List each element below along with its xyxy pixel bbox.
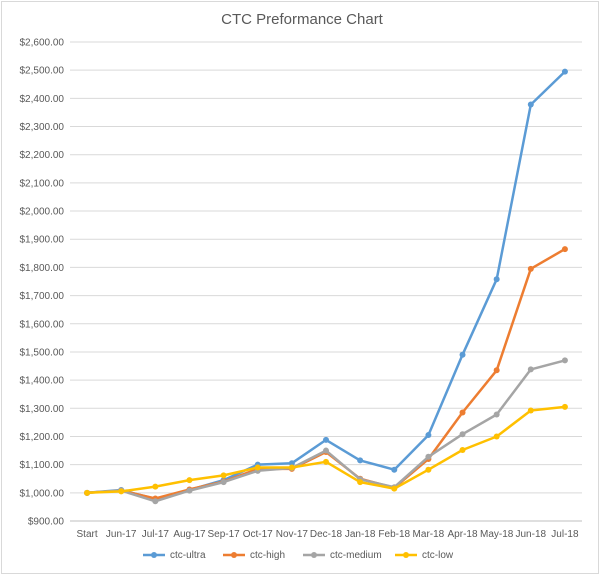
data-point [561,68,568,75]
series-ctc-low [84,403,568,496]
series-line [86,70,566,501]
data-point [459,409,466,416]
data-point [527,265,534,272]
x-tick-label: Jun-18 [516,529,547,540]
series-layer [84,68,568,505]
legend-swatch-marker [311,552,317,558]
data-point [220,479,227,486]
x-tick-label: Mar-18 [413,529,445,540]
legend-item: ctc-medium [303,550,382,561]
data-point [186,487,193,494]
legend-swatch-marker [151,552,157,558]
data-point [323,458,329,465]
data-point [493,433,500,440]
legend-label: ctc-medium [330,550,382,561]
y-tick-label: $1,900.00 [20,235,65,246]
legend-item: ctc-low [395,550,454,561]
data-point [459,351,466,358]
y-tick-label: $1,300.00 [20,404,65,415]
x-tick-label: Jun-17 [106,529,137,540]
x-tick-label: Apr-18 [448,529,478,540]
y-tick-label: $2,200.00 [20,150,65,161]
data-point [493,367,500,374]
data-point [527,101,534,108]
data-point [493,276,500,283]
data-point [288,460,295,467]
x-tick-label: Dec-18 [310,529,343,540]
data-point [561,246,568,253]
data-point [152,483,159,490]
x-tick-label: Nov-17 [276,529,309,540]
data-point [561,403,568,410]
y-tick-label: $2,100.00 [20,178,65,189]
legend-label: ctc-ultra [170,550,206,561]
y-tick-label: $1,400.00 [20,376,65,387]
y-tick-label: $2,500.00 [20,66,65,77]
legend-item: ctc-high [223,550,285,561]
data-point [425,466,432,473]
data-point [323,436,329,443]
y-tick-label: $2,000.00 [20,207,65,218]
series-line [87,359,566,503]
data-point [459,446,466,453]
data-point [220,472,227,479]
legend-label: ctc-high [250,550,285,561]
y-tick-label: $1,000.00 [20,488,65,499]
data-point [425,453,432,460]
x-tick-label: May-18 [480,529,514,540]
data-point [84,489,91,496]
y-tick-label: $1,800.00 [20,263,65,274]
legend: ctc-ultra ctc-high ctc-medium ctc-low [143,550,454,561]
data-point [254,464,261,471]
y-tick-label: $1,500.00 [20,347,65,358]
data-point [561,357,568,364]
data-point [118,488,125,495]
x-tick-label: Jan-18 [345,529,376,540]
y-tick-label: $2,400.00 [20,94,65,105]
x-tick-label: Jul-17 [142,529,170,540]
data-point [288,464,295,471]
legend-swatch-marker [231,552,237,558]
series-ctc-medium [84,357,568,505]
legend-label: ctc-low [422,550,454,561]
x-tick-label: Sep-17 [207,529,240,540]
data-point [357,479,364,486]
y-tick-label: $1,200.00 [20,432,65,443]
x-tick-label: Start [77,529,98,540]
y-tick-label: $1,600.00 [20,319,65,330]
data-point [152,498,159,505]
data-point [357,457,364,464]
data-point [527,407,534,414]
y-tick-label: $2,600.00 [20,38,65,49]
y-tick-label: $2,300.00 [20,122,65,133]
x-tick-label: Aug-17 [173,529,206,540]
y-tick-label: $1,100.00 [20,460,65,471]
axis-layer: $900.00 $1,000.00 $1,100.00 $1,200.00 $1,300… [20,38,582,540]
x-tick-label: Jul-18 [551,529,579,540]
x-tick-label: Oct-17 [243,529,273,540]
data-point [527,366,534,373]
data-point [391,485,398,492]
data-point [323,447,329,454]
y-tick-label: $1,700.00 [20,291,65,302]
chart-title: CTC Preformance Chart [221,11,384,28]
legend-swatch-marker [403,552,409,558]
data-point [186,477,193,484]
legend-item: ctc-ultra [143,550,206,561]
data-point [493,411,500,418]
data-point [425,432,432,439]
data-point [391,466,398,473]
x-tick-label: Feb-18 [378,529,410,540]
y-tick-label: $900.00 [28,517,65,528]
data-point [459,431,466,438]
